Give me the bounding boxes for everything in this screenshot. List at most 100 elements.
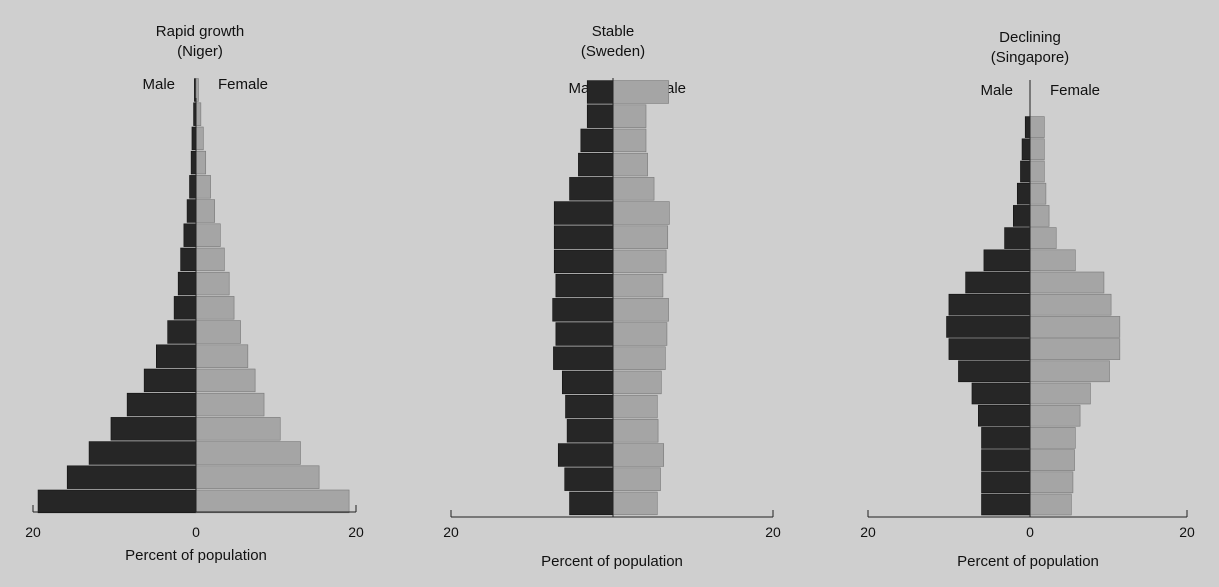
male-bar [978,404,1031,427]
male-bar [564,467,614,491]
female-bar [1029,293,1112,316]
male-bar [981,449,1031,471]
female-bar [195,392,265,417]
male-bar [948,293,1031,316]
male-bar [180,247,197,272]
x-tick-label-left: 20 [443,524,459,540]
male-bar [126,392,197,417]
male-bar [948,338,1031,360]
male-bar [1020,160,1031,183]
male-bar [553,201,614,225]
female-bar [1029,427,1076,449]
female-bar [612,370,662,395]
male-bar [1024,116,1031,138]
male-bar [566,419,614,443]
male-bar [88,441,197,465]
male-bar [1004,227,1031,249]
female-bar [195,417,281,441]
female-bar [612,201,670,225]
male-bar [110,417,197,441]
male-label: Male [142,76,175,93]
female-bar [612,346,666,370]
male-bar [1021,138,1031,161]
male-bar [167,320,197,344]
female-bar [1029,160,1045,183]
axis-group [867,80,1188,518]
male-bar [553,225,614,249]
female-bar [612,128,647,153]
male-bar [156,344,197,368]
male-bar [66,465,197,489]
female-bar [195,223,221,247]
male-bar [983,249,1031,272]
chart-title-line-2: (Niger) [177,43,223,60]
male-bar [586,80,614,104]
female-bar [1029,338,1121,360]
female-bar [1029,493,1072,516]
female-bar [612,394,658,419]
x-axis-label: Percent of population [957,553,1099,570]
male-bar [561,370,614,395]
male-bar [189,175,197,199]
chart-title-line-1: Stable [592,23,635,40]
x-tick-label-center: 0 [1026,524,1034,540]
x-tick-label-left: 20 [25,524,41,540]
chart-title-line-1: Rapid growth [156,23,244,40]
female-bar [1029,382,1091,405]
pyramid-panel-sweden: Stable (Sweden) Male Female 20 20 Percen… [443,23,781,570]
male-bar [191,126,197,151]
female-bar [1029,227,1057,249]
female-bar [612,177,655,201]
male-bar [143,368,197,393]
female-bar [195,150,207,175]
female-bar [1029,449,1075,471]
male-bar [569,491,614,516]
female-bar [612,298,669,322]
female-bar [195,175,211,199]
female-bar [195,102,202,126]
female-bar [612,80,669,104]
male-bar [971,382,1031,405]
male-bar [586,104,614,128]
male-bar [186,199,197,223]
female-bar [195,247,225,272]
bar-group [946,116,1121,516]
x-tick-label-right: 20 [765,524,781,540]
x-axis-label: Percent of population [541,553,683,570]
pyramid-panel-niger: Rapid growth (Niger) Male Female 20 0 20… [25,23,364,564]
female-bar [195,368,256,393]
male-bar [565,394,614,419]
male-label: Male [980,82,1013,99]
male-bar [177,271,197,296]
male-bar [580,128,614,153]
bar-group [37,78,350,514]
female-bar [1029,271,1105,294]
female-bar [612,152,648,177]
female-bar [612,322,668,346]
female-bar [612,225,669,249]
female-bar [612,249,667,274]
female-bar [612,443,665,467]
female-bar [195,78,199,102]
axis-group [32,98,357,513]
x-tick-label-right: 20 [1179,524,1195,540]
female-bar [1029,316,1121,338]
female-bar [1029,249,1076,272]
male-bar [578,152,614,177]
female-bar [195,489,350,514]
male-bar [981,493,1031,516]
female-bar [195,296,235,320]
male-bar [981,471,1031,494]
chart-title-line-2: (Sweden) [581,43,645,60]
male-bar [965,271,1031,294]
chart-title-line-1: Declining [999,29,1061,46]
male-bar [553,249,614,274]
female-bar [1029,471,1074,494]
male-bar [946,316,1031,338]
female-bar [1029,116,1045,138]
male-bar [557,443,614,467]
male-bar [183,223,197,247]
female-bar [612,419,659,443]
female-bar [612,467,661,491]
